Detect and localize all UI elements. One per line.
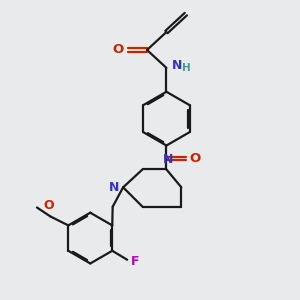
Text: F: F (131, 255, 140, 268)
Text: O: O (113, 44, 124, 56)
Text: O: O (44, 199, 54, 212)
Text: N: N (163, 153, 173, 166)
Text: N: N (172, 59, 182, 72)
Text: N: N (109, 181, 119, 194)
Text: O: O (189, 152, 201, 166)
Text: H: H (182, 64, 191, 74)
